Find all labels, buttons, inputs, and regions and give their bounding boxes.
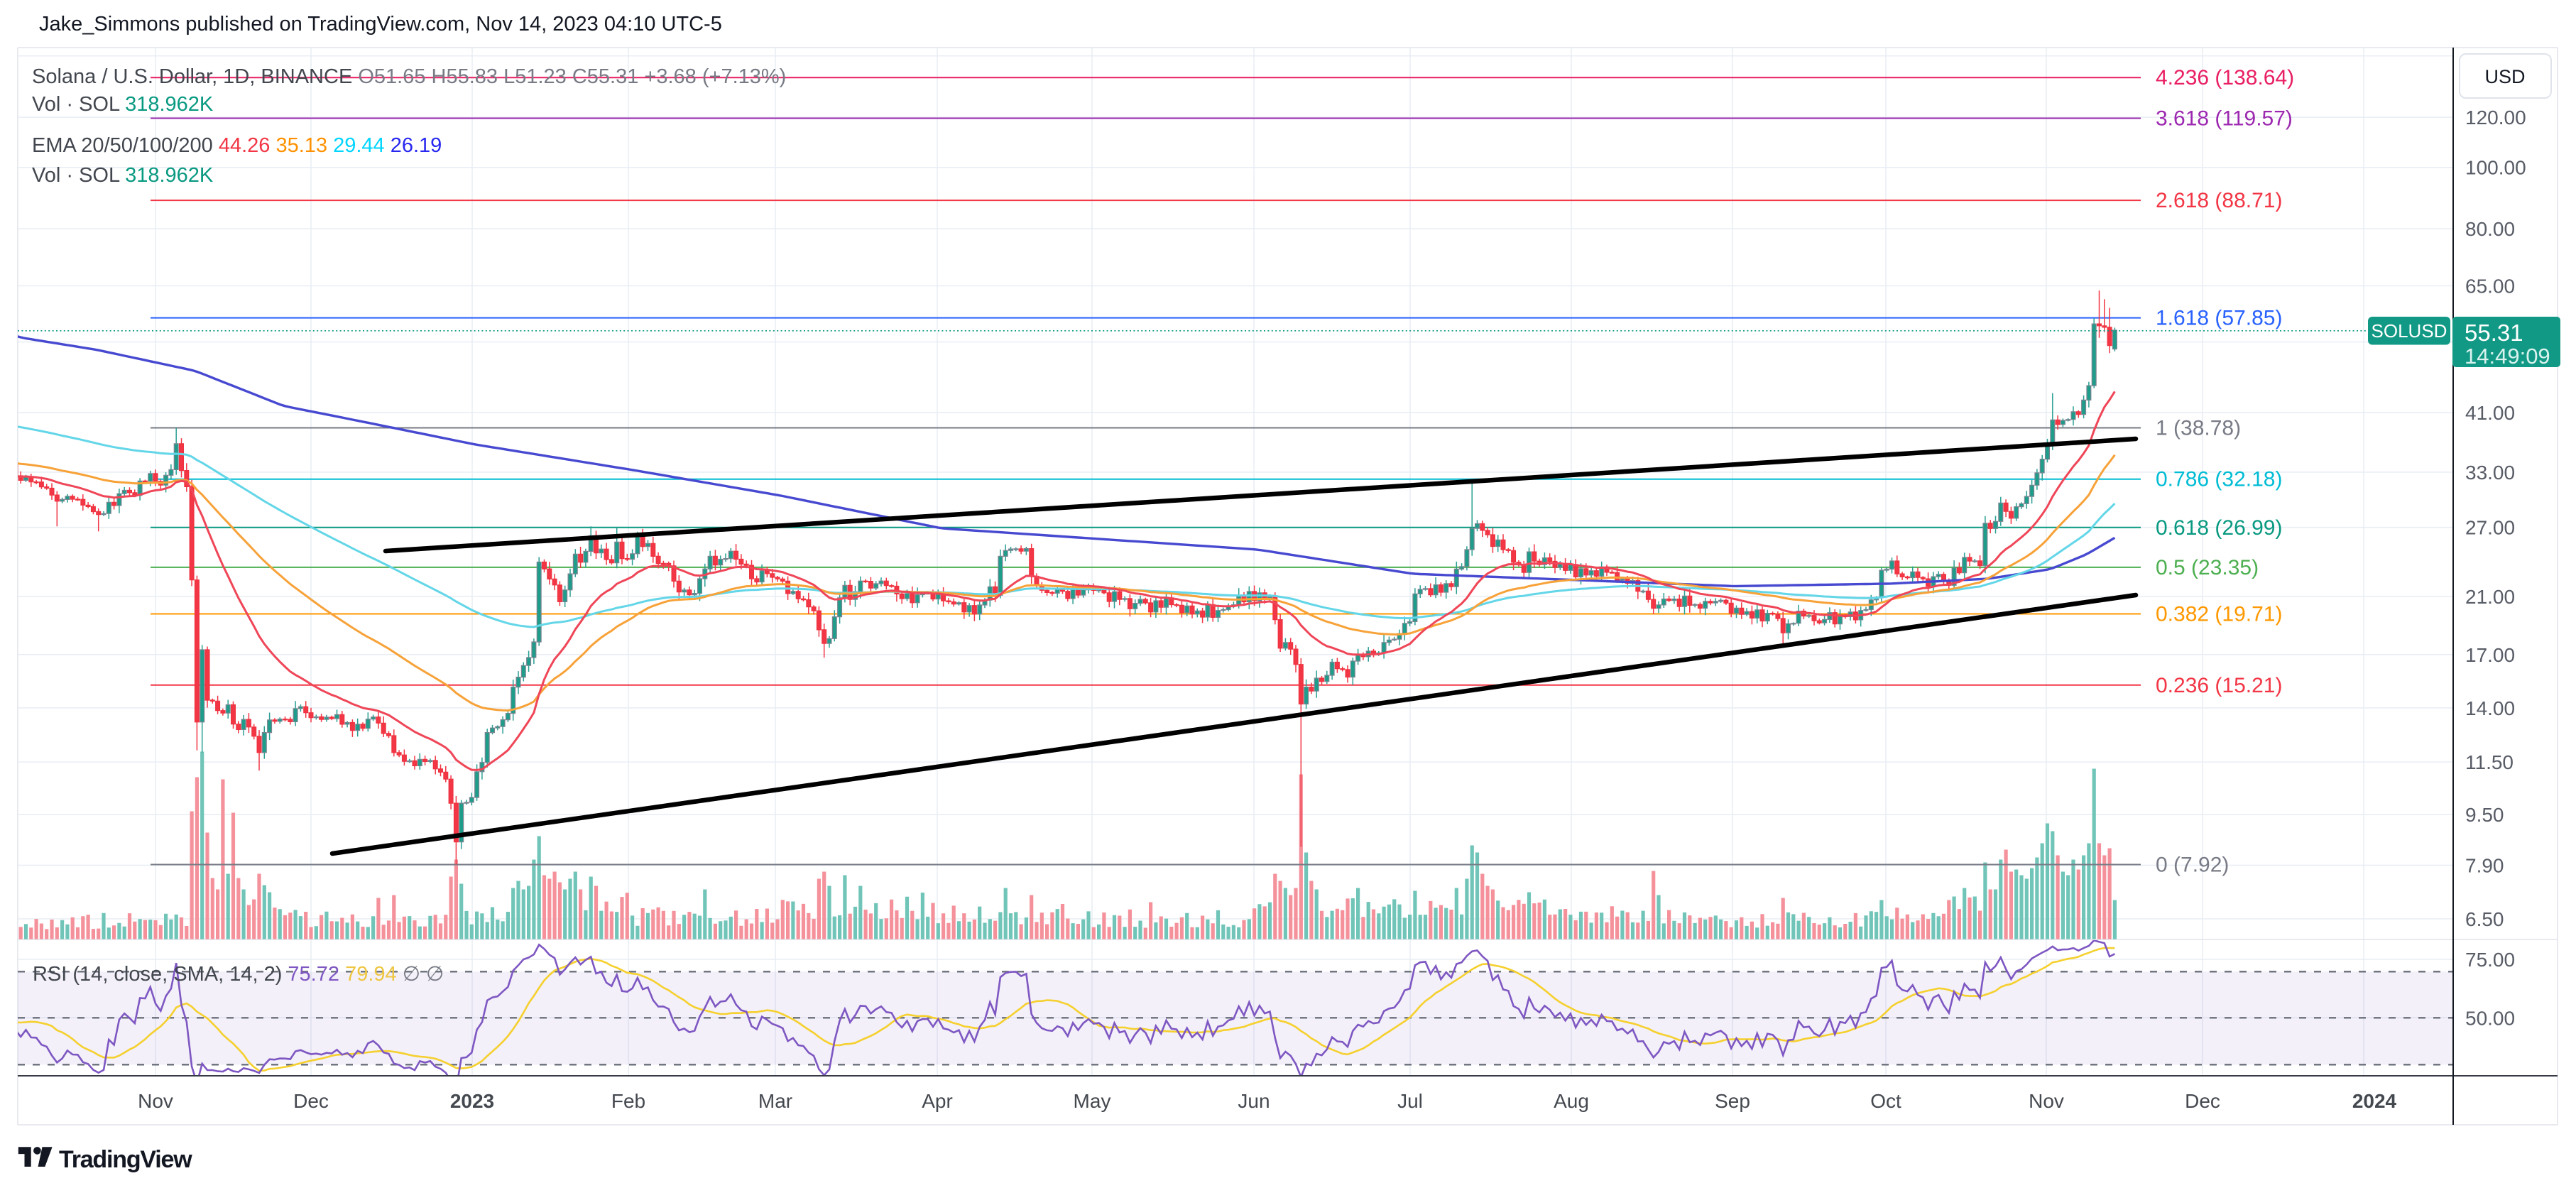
svg-text:Jun: Jun [1238,1090,1270,1112]
svg-text:14.00: 14.00 [2465,697,2515,719]
svg-text:SOLUSD: SOLUSD [2372,320,2447,342]
svg-text:USD: USD [2484,66,2525,87]
svg-text:0.236 (15.21): 0.236 (15.21) [2156,674,2282,697]
svg-text:2.618 (88.71): 2.618 (88.71) [2156,189,2282,212]
svg-text:0 (7.92): 0 (7.92) [2156,854,2229,877]
svg-text:0.618 (26.99): 0.618 (26.99) [2156,516,2282,540]
svg-text:4.236 (138.64): 4.236 (138.64) [2156,66,2294,89]
svg-text:Sep: Sep [1715,1090,1750,1112]
svg-text:0.5 (23.35): 0.5 (23.35) [2156,556,2259,579]
svg-text:17.00: 17.00 [2465,644,2515,666]
svg-text:EMA 20/50/100/200 44.26 35.13: EMA 20/50/100/200 44.26 35.13 29.44 26.1… [32,134,442,157]
svg-text:Nov: Nov [2029,1090,2064,1112]
svg-text:RSI (14, close, SMA, 14, 2) 75: RSI (14, close, SMA, 14, 2) 75.72 79.94 … [33,963,444,986]
svg-text:May: May [1074,1090,1111,1112]
svg-text:0.382 (19.71): 0.382 (19.71) [2156,603,2282,626]
svg-text:Dec: Dec [293,1090,329,1112]
svg-text:Vol · SOL 318.962K: Vol · SOL 318.962K [32,164,214,187]
svg-text:Solana / U.S. Dollar, 1D, BINA: Solana / U.S. Dollar, 1D, BINANCE O51.65… [32,65,786,88]
svg-text:1.618 (57.85): 1.618 (57.85) [2156,307,2282,330]
svg-text:Jul: Jul [1397,1090,1423,1112]
svg-text:75.00: 75.00 [2465,949,2515,971]
svg-text:1 (38.78): 1 (38.78) [2156,417,2241,440]
svg-text:50.00: 50.00 [2465,1007,2515,1029]
svg-text:Jake_Simmons published on Trad: Jake_Simmons published on TradingView.co… [39,13,722,36]
svg-text:3.618 (119.57): 3.618 (119.57) [2156,107,2293,131]
svg-text:Apr: Apr [922,1090,953,1112]
svg-text:55.31: 55.31 [2465,320,2523,346]
svg-text:33.00: 33.00 [2465,462,2515,484]
svg-text:80.00: 80.00 [2465,218,2515,240]
svg-text:Feb: Feb [611,1090,645,1112]
svg-text:Dec: Dec [2185,1090,2220,1112]
svg-text:100.00: 100.00 [2465,157,2526,179]
svg-text:65.00: 65.00 [2465,276,2515,298]
svg-text:11.50: 11.50 [2465,751,2514,773]
svg-text:120.00: 120.00 [2465,107,2526,129]
svg-text:2024: 2024 [2352,1090,2397,1112]
svg-text:Nov: Nov [138,1090,173,1112]
svg-text:41.00: 41.00 [2465,402,2515,424]
svg-text:21.00: 21.00 [2465,586,2515,608]
svg-text:0.786 (32.18): 0.786 (32.18) [2156,468,2282,491]
svg-text:7.90: 7.90 [2465,855,2504,877]
svg-text:6.50: 6.50 [2465,908,2504,930]
svg-text:Oct: Oct [1870,1090,1901,1112]
svg-text:9.50: 9.50 [2465,804,2504,826]
svg-text:14:49:09: 14:49:09 [2465,344,2550,369]
svg-text:Vol · SOL 318.962K: Vol · SOL 318.962K [32,93,214,116]
svg-text:Mar: Mar [758,1090,792,1112]
svg-text:Aug: Aug [1554,1090,1589,1112]
svg-text:TradingView: TradingView [59,1146,192,1173]
svg-text:27.00: 27.00 [2465,517,2515,539]
svg-text:2023: 2023 [450,1090,494,1112]
